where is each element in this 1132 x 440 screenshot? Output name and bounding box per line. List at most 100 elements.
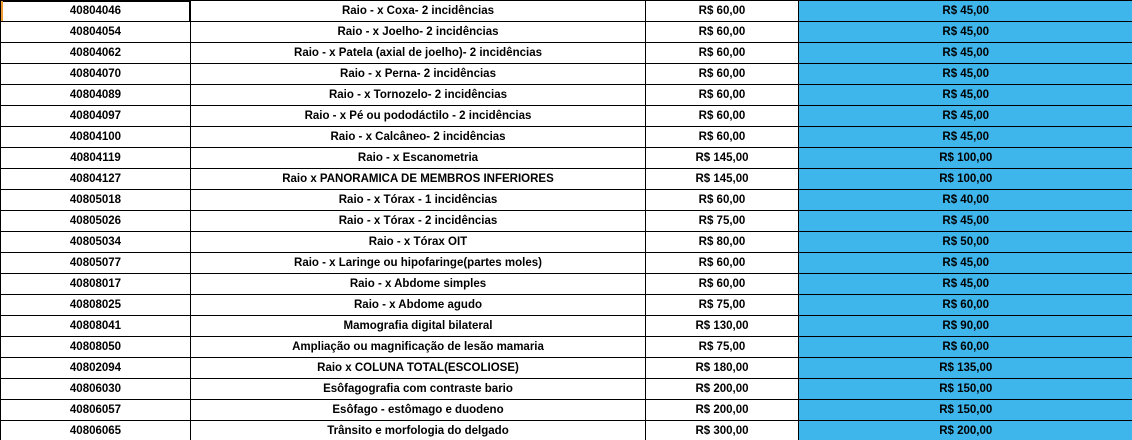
- cell-procedure-code[interactable]: 40806065: [0, 420, 191, 440]
- cell-procedure-code[interactable]: 40806057: [0, 399, 191, 421]
- cell-price-discounted[interactable]: R$ 45,00: [798, 0, 1132, 22]
- cell-price-regular[interactable]: R$ 200,00: [645, 378, 799, 400]
- cell-price-regular[interactable]: R$ 200,00: [645, 399, 799, 421]
- cell-price-regular[interactable]: R$ 60,00: [645, 126, 799, 148]
- cell-price-discounted[interactable]: R$ 45,00: [798, 84, 1132, 106]
- table-row: 40806065 Trânsito e morfologia do delgad…: [0, 420, 1132, 440]
- cell-procedure-code[interactable]: 40802094: [0, 357, 191, 379]
- cell-procedure-code[interactable]: 40804100: [0, 126, 191, 148]
- cell-price-discounted[interactable]: R$ 45,00: [798, 252, 1132, 274]
- fill-handle[interactable]: [189, 21, 191, 22]
- cell-price-discounted[interactable]: R$ 100,00: [798, 147, 1132, 169]
- cell-price-discounted[interactable]: R$ 200,00: [798, 420, 1132, 440]
- table-row: 40806030 Esôfagografia com contraste bar…: [0, 378, 1132, 400]
- cell-procedure-name[interactable]: Raio - x Pé ou pododáctilo - 2 incidênci…: [190, 105, 646, 127]
- cell-price-regular[interactable]: R$ 130,00: [645, 315, 799, 337]
- cell-procedure-code[interactable]: 40804097: [0, 105, 191, 127]
- cell-procedure-name[interactable]: Raio - x Abdome agudo: [190, 294, 646, 316]
- cell-procedure-code[interactable]: 40805026: [0, 210, 191, 232]
- cell-procedure-name[interactable]: Raio - x Abdome simples: [190, 273, 646, 295]
- cell-procedure-name[interactable]: Raio - x Joelho- 2 incidências: [190, 21, 646, 43]
- cell-procedure-name[interactable]: Raio - x Tornozelo- 2 incidências: [190, 84, 646, 106]
- cell-procedure-name[interactable]: Ampliação ou magnificação de lesão mamar…: [190, 336, 646, 358]
- table-row: 40805034 Raio - x Tórax OIT R$ 80,00 R$ …: [0, 231, 1132, 253]
- cell-price-regular[interactable]: R$ 60,00: [645, 21, 799, 43]
- cell-price-regular[interactable]: R$ 60,00: [645, 84, 799, 106]
- cell-price-discounted[interactable]: R$ 60,00: [798, 294, 1132, 316]
- cell-price-regular[interactable]: R$ 60,00: [645, 0, 799, 22]
- cell-price-discounted[interactable]: R$ 45,00: [798, 210, 1132, 232]
- cell-procedure-code[interactable]: 40804070: [0, 63, 191, 85]
- cell-price-regular[interactable]: R$ 180,00: [645, 357, 799, 379]
- cell-procedure-code[interactable]: 40805018: [0, 189, 191, 211]
- cell-procedure-name[interactable]: Raio - x Escanometria: [190, 147, 646, 169]
- cell-procedure-code[interactable]: 40804062: [0, 42, 191, 64]
- cell-procedure-code[interactable]: 40804119: [0, 147, 191, 169]
- cell-procedure-code[interactable]: 40805034: [0, 231, 191, 253]
- cell-procedure-name[interactable]: Raio - x Perna- 2 incidências: [190, 63, 646, 85]
- cell-price-discounted[interactable]: R$ 50,00: [798, 231, 1132, 253]
- cell-procedure-name[interactable]: Raio - x Tórax - 2 incidências: [190, 210, 646, 232]
- table-row: 40808050 Ampliação ou magnificação de le…: [0, 336, 1132, 358]
- table-row: 40804046 Raio - x Coxa- 2 incidências R$…: [0, 0, 1132, 22]
- cell-price-regular[interactable]: R$ 75,00: [645, 210, 799, 232]
- cell-procedure-code[interactable]: 40804089: [0, 84, 191, 106]
- table-row: 40804089 Raio - x Tornozelo- 2 incidênci…: [0, 84, 1132, 106]
- cell-price-regular[interactable]: R$ 60,00: [645, 252, 799, 274]
- cell-price-regular[interactable]: R$ 75,00: [645, 336, 799, 358]
- cell-price-regular[interactable]: R$ 75,00: [645, 294, 799, 316]
- table-row: 40802094 Raio x COLUNA TOTAL(ESCOLIOSE) …: [0, 357, 1132, 379]
- cell-procedure-name[interactable]: Trânsito e morfologia do delgado: [190, 420, 646, 440]
- cell-procedure-name[interactable]: Raio - x Coxa- 2 incidências: [190, 0, 646, 22]
- cell-price-discounted[interactable]: R$ 45,00: [798, 63, 1132, 85]
- cell-price-discounted[interactable]: R$ 45,00: [798, 273, 1132, 295]
- table-row: 40808025 Raio - x Abdome agudo R$ 75,00 …: [0, 294, 1132, 316]
- cell-procedure-name[interactable]: Mamografia digital bilateral: [190, 315, 646, 337]
- cell-price-regular[interactable]: R$ 145,00: [645, 168, 799, 190]
- cell-price-regular[interactable]: R$ 60,00: [645, 189, 799, 211]
- cell-procedure-code[interactable]: 40808050: [0, 336, 191, 358]
- cell-procedure-name[interactable]: Raio - x Tórax - 1 incidências: [190, 189, 646, 211]
- cell-price-discounted[interactable]: R$ 100,00: [798, 168, 1132, 190]
- cell-price-discounted[interactable]: R$ 150,00: [798, 399, 1132, 421]
- cell-price-regular[interactable]: R$ 60,00: [645, 42, 799, 64]
- table-row: 40804100 Raio - x Calcâneo- 2 incidência…: [0, 126, 1132, 148]
- cell-price-discounted[interactable]: R$ 45,00: [798, 105, 1132, 127]
- cell-procedure-name[interactable]: Raio x PANORAMICA DE MEMBROS INFERIORES: [190, 168, 646, 190]
- cell-procedure-code[interactable]: 40804127: [0, 168, 191, 190]
- cell-price-regular[interactable]: R$ 300,00: [645, 420, 799, 440]
- cell-price-discounted[interactable]: R$ 45,00: [798, 126, 1132, 148]
- cell-price-discounted[interactable]: R$ 45,00: [798, 42, 1132, 64]
- cell-price-discounted[interactable]: R$ 135,00: [798, 357, 1132, 379]
- cell-price-discounted[interactable]: R$ 150,00: [798, 378, 1132, 400]
- cell-price-regular[interactable]: R$ 145,00: [645, 147, 799, 169]
- cell-price-discounted[interactable]: R$ 90,00: [798, 315, 1132, 337]
- cell-procedure-name[interactable]: Esôfago - estômago e duodeno: [190, 399, 646, 421]
- cell-price-discounted[interactable]: R$ 45,00: [798, 21, 1132, 43]
- cell-price-regular[interactable]: R$ 60,00: [645, 273, 799, 295]
- cell-price-discounted[interactable]: R$ 60,00: [798, 336, 1132, 358]
- cell-procedure-name[interactable]: Raio - x Laringe ou hipofaringe(partes m…: [190, 252, 646, 274]
- cell-procedure-name[interactable]: Raio x COLUNA TOTAL(ESCOLIOSE): [190, 357, 646, 379]
- cell-procedure-code[interactable]: 40808025: [0, 294, 191, 316]
- selected-cell-border: [1, 1, 190, 21]
- cell-procedure-code[interactable]: 40808017: [0, 273, 191, 295]
- cell-procedure-code[interactable]: 40805077: [0, 252, 191, 274]
- cell-procedure-name[interactable]: Esôfagografia com contraste bario: [190, 378, 646, 400]
- cell-price-regular[interactable]: R$ 80,00: [645, 231, 799, 253]
- cell-procedure-code[interactable]: 40804046: [0, 0, 191, 22]
- table-row: 40808041 Mamografia digital bilateral R$…: [0, 315, 1132, 337]
- cell-price-regular[interactable]: R$ 60,00: [645, 63, 799, 85]
- cell-price-regular[interactable]: R$ 60,00: [645, 105, 799, 127]
- cell-procedure-code[interactable]: 40806030: [0, 378, 191, 400]
- cell-procedure-name[interactable]: Raio - x Patela (axial de joelho)- 2 inc…: [190, 42, 646, 64]
- cell-procedure-code[interactable]: 40804054: [0, 21, 191, 43]
- row-header-highlight-sliver: [1, 1, 3, 21]
- cell-procedure-name[interactable]: Raio - x Calcâneo- 2 incidências: [190, 126, 646, 148]
- cell-procedure-name[interactable]: Raio - x Tórax OIT: [190, 231, 646, 253]
- cell-price-discounted[interactable]: R$ 40,00: [798, 189, 1132, 211]
- cell-procedure-code[interactable]: 40808041: [0, 315, 191, 337]
